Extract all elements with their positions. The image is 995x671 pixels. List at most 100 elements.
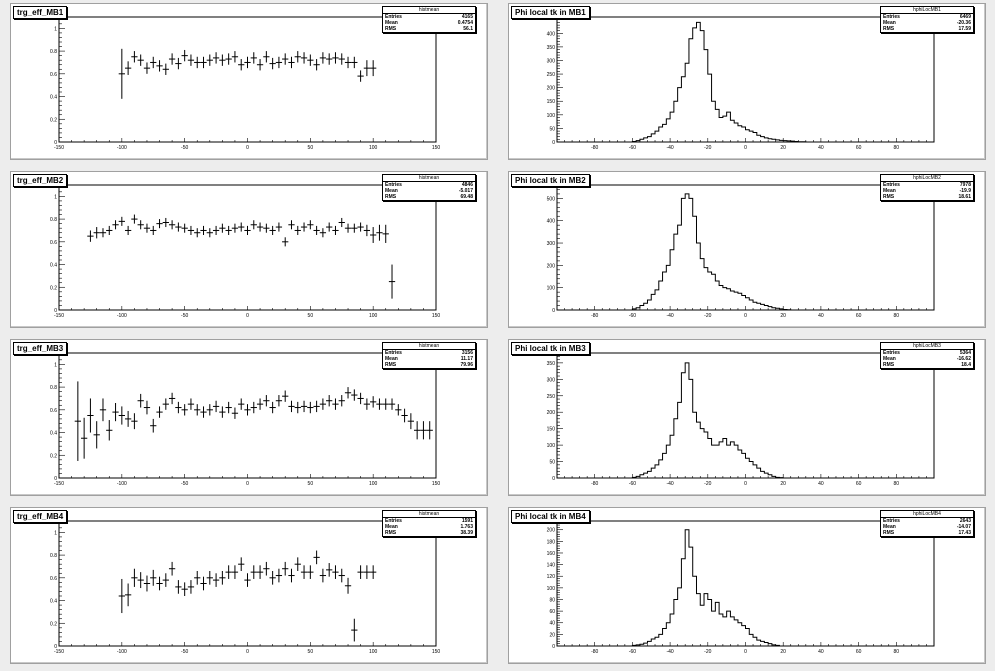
y-tick-label: 0.2 [50,117,57,123]
data-point [181,404,188,416]
data-point [326,53,333,65]
stats-name: hphiLocMB1 [881,7,973,14]
chart-title: trg_eff_MB2 [13,174,68,187]
stats-label: RMS [883,26,895,32]
x-tick-label: -50 [181,313,188,319]
data-point [137,572,144,589]
data-point [200,576,207,591]
stats-value: 17.59 [958,26,971,32]
data-point [200,56,207,69]
stats-label: Entries [883,14,900,20]
plot-frame [556,184,935,311]
data-point [168,220,176,230]
stats-box: histmean Entries 4846 Mean -5.017 RMS 69.48 [382,174,476,201]
data-point [156,219,163,229]
stats-rms: RMS 18.4 [881,362,973,368]
stats-label: RMS [385,26,397,32]
data-point [238,222,245,232]
data-point [244,225,251,235]
x-tick-label: 20 [780,145,786,151]
data-point [187,225,195,235]
data-point [212,225,220,235]
y-tick-label: 0.6 [50,240,57,246]
stats-label: Mean [385,524,398,530]
data-point [319,568,327,583]
chart-svg: -80 -60 -40 -20 0 20 40 60 80 0 50 100 150 200 250 300 3… [547,352,935,487]
stats-name: histmean [383,175,475,182]
data-point [162,63,169,75]
data-point [307,220,314,230]
plot-frame [556,352,935,479]
data-point [162,398,169,410]
stats-entries: Entries 1591 [383,518,475,524]
data-point [370,227,377,243]
chart-pad-6: -80 -60 -40 -20 0 20 40 60 80 0 50 100 150 200 250 300 3… [508,339,986,496]
data-point [112,220,119,230]
y-tick-label: 0 [552,140,555,146]
data-point [269,571,276,585]
data-point [282,53,289,65]
stats-mean: Mean 1.763 [383,524,475,530]
data-point [256,565,264,579]
stats-value: -16.62 [956,356,971,362]
data-point [162,217,169,228]
x-tick-label: -150 [54,649,64,655]
data-point [143,62,151,74]
data-point [388,398,396,410]
stats-mean: Mean -19.9 [881,188,973,194]
stats-box: histmean Entries 1591 Mean 1.763 RMS 38.39 [382,510,476,537]
stats-value: -5.017 [458,188,473,194]
data-point [294,401,301,414]
data-point [401,408,408,423]
y-tick-label: 0.8 [50,49,57,55]
y-tick-label: 0.2 [50,285,57,291]
stats-label: RMS [883,362,895,368]
data-point [124,61,132,75]
data-point [150,418,157,433]
data-point [238,398,245,410]
x-tick-label: 40 [818,313,824,319]
y-tick-label: 50 [549,460,555,466]
x-tick-label: 80 [894,313,900,319]
stats-label: Mean [883,20,896,26]
x-tick-label: -80 [591,649,598,655]
data-point [118,406,125,425]
y-tick-label: 140 [547,563,556,569]
y-tick-label: 350 [547,45,556,51]
data-point [206,228,213,238]
data-point [131,568,138,587]
stats-value: 56.1 [463,26,473,32]
stats-value: 1591 [461,518,473,524]
data-point [376,224,383,241]
y-tick-label: 0 [54,476,57,482]
y-tick-label: 0.2 [50,621,57,627]
data-point [294,225,301,235]
x-tick-label: 100 [369,313,378,319]
x-tick-label: -40 [666,313,673,319]
x-tick-label: -50 [181,145,188,151]
x-tick-label: 80 [894,649,900,655]
data-point [338,395,345,407]
data-point [93,421,100,449]
data-point [156,576,163,591]
stats-value: 4846 [461,182,473,188]
stats-label: RMS [883,530,895,536]
x-tick-label: 150 [432,313,441,319]
data-point [206,404,213,416]
stats-label: Entries [385,518,402,524]
data-point [344,223,352,233]
data-point [338,217,345,228]
data-point [263,223,270,233]
x-tick-label: -150 [54,145,64,151]
x-tick-label: -150 [54,313,64,319]
data-point [187,398,195,410]
data-point [288,56,295,69]
data-point [99,228,107,238]
x-tick-label: 0 [246,145,249,151]
y-tick-label: 200 [547,528,556,534]
data-point [388,264,396,299]
y-tick-label: 0.4 [50,263,57,269]
y-tick-label: 0.4 [50,95,57,101]
plot-frame [58,184,437,311]
chart-svg: -80 -60 -40 -20 0 20 40 60 80 0 100 200 300 400 500 [547,184,935,319]
